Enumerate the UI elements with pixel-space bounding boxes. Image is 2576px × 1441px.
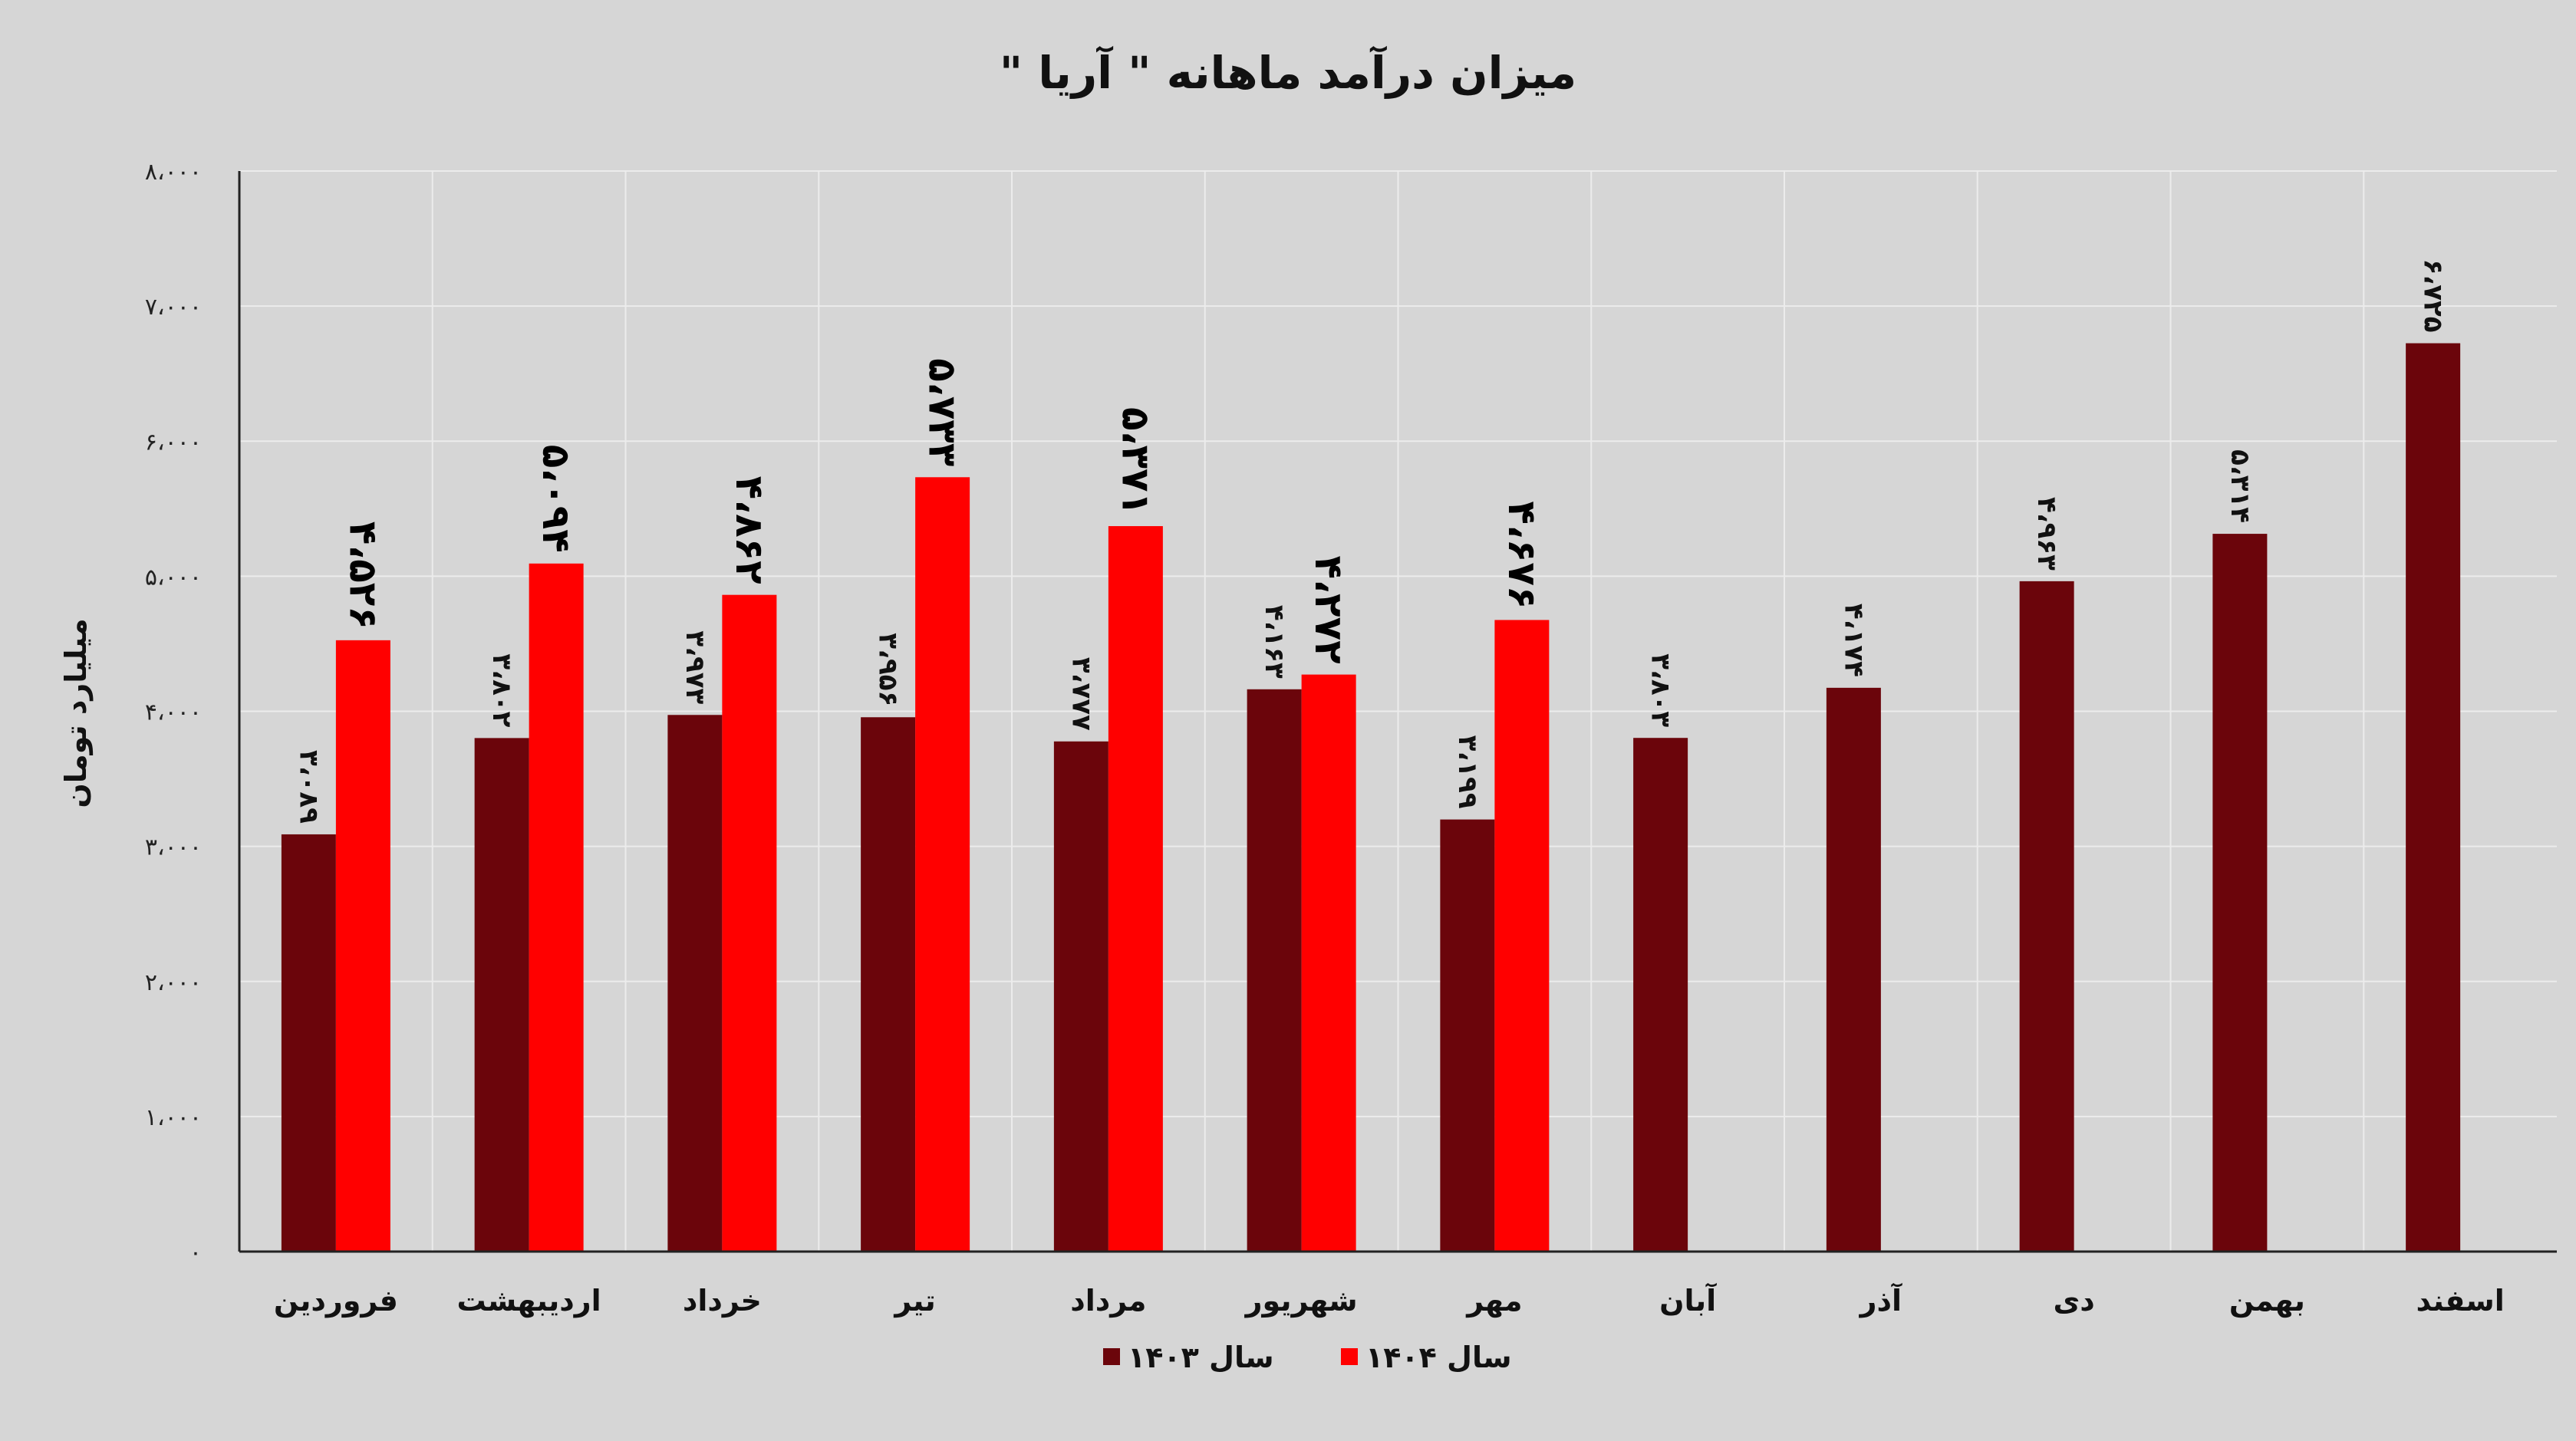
x-tick-label: تیر bbox=[893, 1284, 935, 1318]
legend-label-1404: سال ۱۴۰۴ bbox=[1365, 1341, 1512, 1374]
legend-swatch-1404 bbox=[1341, 1348, 1358, 1365]
y-tick-label: ۳،۰۰۰ bbox=[145, 834, 202, 861]
bar-1403-8 bbox=[1633, 738, 1688, 1252]
y-tick-label: ۶،۰۰۰ bbox=[145, 429, 202, 456]
bar-1403-4 bbox=[861, 717, 916, 1252]
data-label-1403: ۶،۷۲۵ bbox=[2418, 259, 2449, 333]
bar-1403-12 bbox=[2406, 343, 2461, 1252]
data-label-1404: ۴،۶۷۶ bbox=[1500, 501, 1544, 609]
data-label-1403: ۳،۷۷۷ bbox=[1066, 657, 1096, 731]
bar-1404-6 bbox=[1301, 674, 1356, 1252]
y-tick-label: ۲،۰۰۰ bbox=[145, 969, 202, 996]
data-label-1404: ۵،۳۷۱ bbox=[1113, 407, 1158, 515]
bar-1404-7 bbox=[1494, 620, 1550, 1252]
bar-1404-1 bbox=[335, 640, 390, 1252]
y-tick-label: ۷،۰۰۰ bbox=[145, 294, 202, 321]
data-label-1403: ۳،۰۸۹ bbox=[293, 750, 324, 824]
y-axis-label: میلیارد تومان bbox=[59, 618, 93, 808]
data-labels: ۳،۰۸۹ ۴،۵۲۶ ۳،۸۰۲ ۵،۰۹۴ ۳،۹۷۳ ۴،۸۶۲ ۳،۹۵۶ ۵،۷۳۳… bbox=[293, 259, 2448, 824]
axes: ۰ ۱،۰۰۰ ۲،۰۰۰ ۳،۰۰۰ ۴،۰۰۰ ۵،۰۰۰ ۶،۰۰۰ ۷،۰۰۰ ۸،۰۰… bbox=[145, 159, 2557, 1318]
data-label-1403: ۳،۹۵۶ bbox=[873, 633, 904, 706]
legend: سال ۱۴۰۴ سال ۱۴۰۳ bbox=[1103, 1341, 1512, 1374]
data-label-1403: ۳،۸۰۲ bbox=[486, 653, 517, 727]
bar-1403-6 bbox=[1247, 689, 1302, 1252]
bar-1404-4 bbox=[915, 477, 970, 1252]
bars bbox=[281, 343, 2461, 1252]
bar-1404-2 bbox=[529, 563, 584, 1252]
data-label-1404: ۴،۲۷۲ bbox=[1306, 556, 1351, 664]
x-tick-label: مرداد bbox=[1070, 1284, 1146, 1318]
x-tick-label: خرداد bbox=[683, 1284, 762, 1318]
bar-1403-10 bbox=[2019, 581, 2074, 1252]
bar-1403-2 bbox=[474, 738, 529, 1252]
x-tick-label: آبان bbox=[1659, 1282, 1717, 1318]
x-tick-label: اردیبهشت bbox=[457, 1284, 601, 1318]
data-label-1403: ۴،۹۶۳ bbox=[2031, 497, 2062, 571]
data-label-1404: ۴،۸۶۲ bbox=[727, 476, 772, 584]
chart-title: میزان درآمد ماهانه " آریا " bbox=[1000, 45, 1576, 100]
data-label-1403: ۵،۳۱۴ bbox=[2225, 449, 2255, 523]
legend-label-1403: سال ۱۴۰۳ bbox=[1128, 1341, 1274, 1374]
x-tick-label: دی bbox=[2053, 1284, 2094, 1318]
legend-swatch-1403 bbox=[1103, 1348, 1120, 1365]
x-tick-label: فروردین bbox=[274, 1284, 398, 1318]
data-label-1404: ۵،۰۹۴ bbox=[534, 445, 578, 553]
data-label-1403: ۳،۸۰۳ bbox=[1645, 653, 1676, 727]
x-tick-label: مهر bbox=[1465, 1284, 1522, 1318]
data-label-1404: ۴،۵۲۶ bbox=[341, 521, 385, 630]
bar-1403-3 bbox=[667, 715, 723, 1252]
data-label-1403: ۴،۱۶۳ bbox=[1259, 605, 1290, 679]
grid bbox=[239, 170, 2557, 1252]
bar-1403-1 bbox=[281, 834, 336, 1252]
x-tick-label: اسفند bbox=[2416, 1284, 2505, 1318]
x-tick-label: بهمن bbox=[2229, 1284, 2305, 1318]
y-tick-label: ۱،۰۰۰ bbox=[145, 1104, 202, 1131]
y-tick-label: ۴،۰۰۰ bbox=[145, 699, 202, 726]
y-tick-label: ۸،۰۰۰ bbox=[145, 159, 202, 186]
x-tick-label: شهریور bbox=[1244, 1284, 1358, 1318]
bar-1403-7 bbox=[1440, 819, 1495, 1252]
bar-1404-5 bbox=[1108, 526, 1163, 1252]
bar-1403-11 bbox=[2212, 534, 2268, 1252]
bar-1403-5 bbox=[1053, 741, 1108, 1252]
y-tick-label: ۰ bbox=[189, 1239, 202, 1266]
y-tick-label: ۵،۰۰۰ bbox=[145, 564, 202, 591]
data-label-1403: ۳،۹۷۳ bbox=[680, 630, 710, 704]
data-label-1404: ۵،۷۳۳ bbox=[921, 358, 965, 466]
bar-1404-3 bbox=[722, 594, 777, 1252]
data-label-1403: ۴،۱۷۴ bbox=[1838, 604, 1869, 677]
x-tick-label: آذر bbox=[1859, 1282, 1902, 1318]
bar-1403-9 bbox=[1826, 687, 1881, 1252]
data-label-1403: ۳،۱۹۹ bbox=[1452, 735, 1483, 809]
